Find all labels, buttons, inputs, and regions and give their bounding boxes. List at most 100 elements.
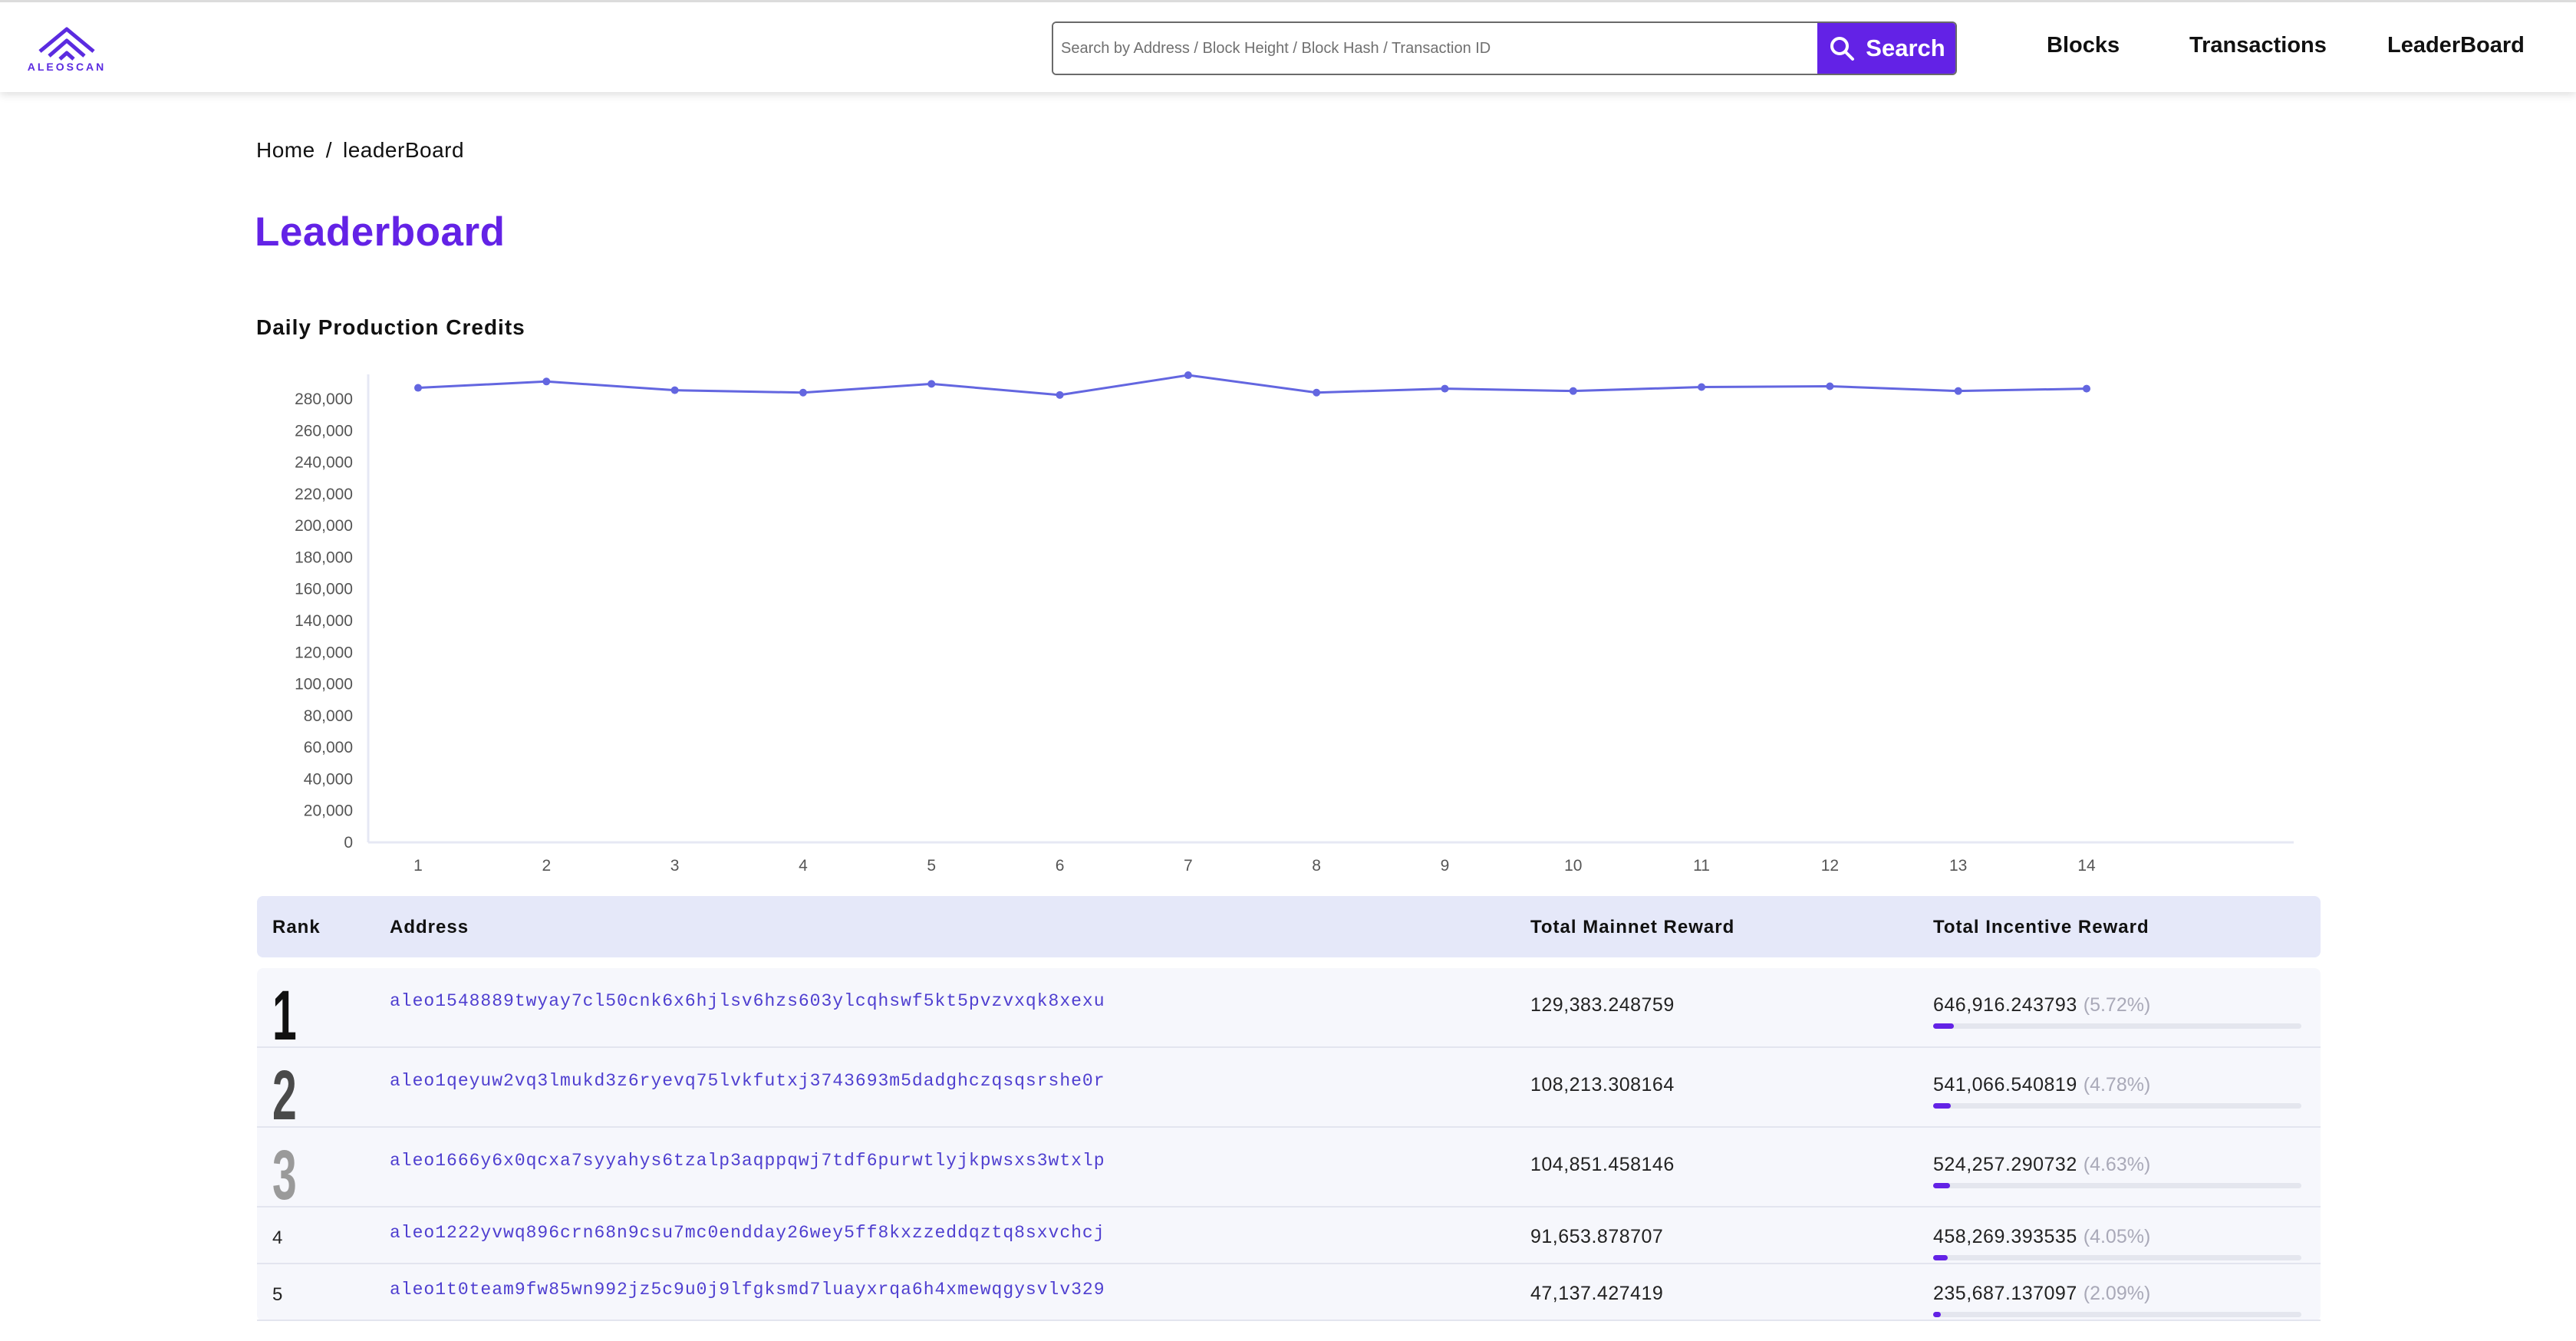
x-tick-label: 1 bbox=[413, 857, 423, 875]
y-tick-label: 180,000 bbox=[295, 549, 353, 566]
x-tick-label: 2 bbox=[542, 857, 551, 875]
data-point bbox=[1056, 390, 1064, 399]
leaderboard-table: Rank Address Total Mainnet Reward Total … bbox=[257, 896, 2321, 1321]
incentive-reward-cell: 458,269.393535 (4.05%) bbox=[1933, 1226, 2301, 1260]
search-input[interactable] bbox=[1053, 23, 1817, 74]
y-tick-label: 220,000 bbox=[295, 486, 353, 503]
table-row: 1 aleo1548889twyay7cl50cnk6x6hjlsv6hzs603… bbox=[257, 968, 2321, 1055]
x-tick-label: 10 bbox=[1564, 857, 1582, 875]
y-tick-label: 140,000 bbox=[295, 612, 353, 630]
page-title: Leaderboard bbox=[255, 209, 506, 255]
y-tick-label: 240,000 bbox=[295, 454, 353, 472]
mainnet-reward-cell: 129,383.248759 bbox=[1530, 994, 1675, 1016]
address-link[interactable]: aleo1548889twyay7cl50cnk6x6hjlsv6hzs603y… bbox=[390, 991, 1105, 1011]
incentive-reward-cell: 646,916.243793 (5.72%) bbox=[1933, 994, 2301, 1029]
rank-cell: 4 bbox=[272, 1227, 283, 1248]
aleoscan-logo[interactable]: ALEOSCAN bbox=[26, 25, 107, 73]
x-tick-label: 9 bbox=[1441, 857, 1450, 875]
incentive-share-bar bbox=[1933, 1103, 2301, 1109]
address-link[interactable]: aleo1222yvwq896crn68n9csu7mc0endday26wey… bbox=[390, 1223, 1105, 1243]
data-point bbox=[1184, 371, 1192, 380]
incentive-reward-value: 541,066.540819 bbox=[1933, 1074, 2077, 1096]
x-tick-label: 3 bbox=[670, 857, 680, 875]
incentive-reward-value: 235,687.137097 bbox=[1933, 1283, 2077, 1304]
table-header: Rank Address Total Mainnet Reward Total … bbox=[257, 896, 2321, 957]
table-row: 2 aleo1qeyuw2vq3lmukd3z6ryevq75lvkfutxj37… bbox=[257, 1048, 2321, 1135]
header-incentive-reward: Total Incentive Reward bbox=[1933, 917, 2149, 937]
y-tick-label: 20,000 bbox=[304, 802, 353, 820]
mainnet-reward-cell: 104,851.458146 bbox=[1530, 1154, 1675, 1175]
rank-cell: 1 bbox=[272, 977, 297, 1055]
address-link[interactable]: aleo1666y6x0qcxa7syyahys6tzalp3aqppqwj7t… bbox=[390, 1151, 1105, 1171]
x-tick-label: 5 bbox=[927, 857, 936, 875]
incentive-reward-percent: (2.09%) bbox=[2083, 1283, 2151, 1304]
y-tick-label: 80,000 bbox=[304, 707, 353, 725]
incentive-share-bar-fill bbox=[1933, 1255, 1948, 1260]
x-tick-label: 14 bbox=[2077, 857, 2096, 875]
data-point bbox=[2083, 384, 2090, 393]
search-button-label: Search bbox=[1866, 35, 1945, 61]
data-point bbox=[542, 377, 551, 386]
data-point bbox=[927, 380, 936, 388]
y-tick-label: 40,000 bbox=[304, 770, 353, 788]
x-tick-label: 11 bbox=[1693, 857, 1710, 875]
mainnet-reward-cell: 108,213.308164 bbox=[1530, 1074, 1675, 1096]
daily-production-credits-chart: 0 20,000 40,000 60,000 80,000 100,000 120,000 1… bbox=[295, 371, 2294, 875]
table-row: 5 aleo1t0team9fw85wn992jz5c9u0j9lfgksmd7l… bbox=[257, 1264, 2321, 1321]
incentive-share-bar bbox=[1933, 1183, 2301, 1188]
data-point bbox=[1569, 387, 1577, 395]
incentive-reward-percent: (4.63%) bbox=[2083, 1154, 2151, 1175]
header-address: Address bbox=[390, 917, 469, 937]
mainnet-reward-cell: 91,653.878707 bbox=[1530, 1226, 1664, 1247]
data-point bbox=[1826, 382, 1834, 390]
table-body: 1 aleo1548889twyay7cl50cnk6x6hjlsv6hzs603… bbox=[257, 968, 2321, 1321]
nav-blocks[interactable]: Blocks bbox=[2047, 33, 2120, 58]
incentive-reward-percent: (5.72%) bbox=[2083, 994, 2151, 1016]
y-tick-label: 200,000 bbox=[295, 517, 353, 535]
x-tick-label: 7 bbox=[1184, 857, 1193, 875]
incentive-share-bar bbox=[1933, 1023, 2301, 1029]
header-rank: Rank bbox=[272, 917, 321, 937]
y-tick-label: 280,000 bbox=[295, 390, 353, 408]
incentive-reward-cell: 541,066.540819 (4.78%) bbox=[1933, 1074, 2301, 1109]
y-tick-label: 0 bbox=[344, 834, 353, 852]
search-icon bbox=[1830, 37, 1855, 61]
x-tick-label: 8 bbox=[1312, 857, 1321, 875]
address-link[interactable]: aleo1t0team9fw85wn992jz5c9u0j9lfgksmd7lu… bbox=[390, 1280, 1105, 1300]
breadcrumb-home[interactable]: Home bbox=[256, 138, 315, 162]
incentive-share-bar-fill bbox=[1933, 1103, 1951, 1109]
address-link[interactable]: aleo1qeyuw2vq3lmukd3z6ryevq75lvkfutxj374… bbox=[390, 1071, 1105, 1091]
search-button[interactable]: Search bbox=[1817, 23, 1955, 74]
chart-title: Daily Production Credits bbox=[256, 315, 525, 339]
incentive-reward-value: 524,257.290732 bbox=[1933, 1154, 2077, 1175]
nav-leaderboard[interactable]: LeaderBoard bbox=[2387, 33, 2525, 58]
data-point bbox=[799, 388, 807, 397]
incentive-reward-value: 646,916.243793 bbox=[1933, 994, 2077, 1016]
data-point bbox=[1698, 383, 1706, 391]
x-tick-label: 12 bbox=[1821, 857, 1839, 875]
aleoscan-logo-icon bbox=[38, 27, 95, 61]
logo-text: ALEOSCAN bbox=[27, 61, 107, 73]
table-row: 3 aleo1666y6x0qcxa7syyahys6tzalp3aqppqwj7… bbox=[257, 1128, 2321, 1214]
incentive-share-bar bbox=[1933, 1255, 2301, 1260]
breadcrumb: Home / leaderBoard bbox=[256, 138, 464, 163]
breadcrumb-current: leaderBoard bbox=[342, 138, 465, 162]
incentive-reward-percent: (4.05%) bbox=[2083, 1226, 2151, 1247]
x-tick-label: 13 bbox=[1949, 857, 1967, 875]
incentive-reward-value: 458,269.393535 bbox=[1933, 1226, 2077, 1247]
rank-cell: 2 bbox=[272, 1056, 297, 1135]
rank-cell: 3 bbox=[272, 1136, 297, 1214]
y-tick-label: 160,000 bbox=[295, 581, 353, 598]
header-mainnet-reward: Total Mainnet Reward bbox=[1530, 917, 1735, 937]
nav-transactions[interactable]: Transactions bbox=[2189, 33, 2327, 58]
series-line bbox=[417, 374, 2087, 397]
x-tick-label: 6 bbox=[1056, 857, 1065, 875]
y-tick-label: 120,000 bbox=[295, 644, 353, 661]
data-point bbox=[670, 386, 679, 394]
x-tick-label: 4 bbox=[799, 857, 808, 875]
data-point bbox=[1441, 384, 1449, 393]
y-tick-label: 100,000 bbox=[295, 676, 353, 694]
incentive-share-bar-fill bbox=[1933, 1312, 1942, 1317]
y-tick-label: 60,000 bbox=[304, 739, 353, 756]
incentive-share-bar-fill bbox=[1933, 1023, 1955, 1029]
